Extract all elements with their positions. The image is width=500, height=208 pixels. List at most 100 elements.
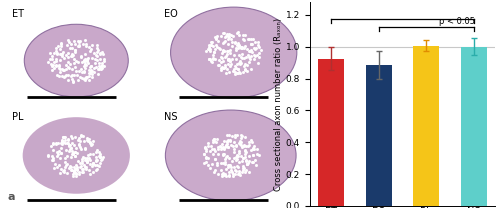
Point bbox=[65, 150, 73, 153]
Point bbox=[68, 165, 76, 168]
Point bbox=[218, 56, 226, 59]
Point bbox=[237, 55, 245, 58]
Point bbox=[52, 142, 60, 145]
Point bbox=[211, 157, 219, 161]
Point bbox=[208, 163, 216, 166]
Point bbox=[62, 74, 70, 77]
Point bbox=[67, 134, 75, 138]
Point bbox=[219, 48, 227, 51]
Point bbox=[56, 53, 64, 56]
Point bbox=[226, 174, 234, 177]
Point bbox=[70, 153, 78, 156]
Point bbox=[61, 138, 69, 141]
Point bbox=[222, 34, 230, 37]
Point bbox=[96, 156, 104, 159]
Point bbox=[250, 147, 258, 150]
Point bbox=[92, 168, 100, 172]
Point bbox=[206, 49, 214, 52]
Point bbox=[210, 137, 218, 140]
Point bbox=[76, 161, 84, 164]
Point bbox=[86, 71, 94, 75]
Point bbox=[68, 54, 76, 57]
Point bbox=[210, 147, 218, 150]
Point bbox=[98, 156, 106, 159]
Point bbox=[235, 161, 243, 164]
Point bbox=[87, 70, 95, 73]
Point bbox=[64, 38, 72, 42]
Point bbox=[80, 147, 88, 151]
Point bbox=[242, 168, 250, 172]
Point bbox=[210, 137, 218, 140]
Point bbox=[80, 139, 88, 143]
Point bbox=[50, 51, 58, 54]
Point bbox=[226, 49, 234, 52]
Point bbox=[98, 51, 106, 54]
Point bbox=[73, 168, 81, 171]
Point bbox=[64, 60, 72, 63]
Point bbox=[233, 32, 241, 35]
Ellipse shape bbox=[166, 110, 296, 201]
Point bbox=[72, 163, 80, 167]
Point bbox=[231, 64, 239, 67]
Ellipse shape bbox=[24, 24, 128, 97]
Point bbox=[235, 171, 243, 175]
Point bbox=[234, 165, 242, 169]
Point bbox=[78, 60, 86, 63]
Point bbox=[46, 51, 54, 54]
Point bbox=[221, 63, 229, 66]
Point bbox=[52, 57, 60, 60]
Point bbox=[48, 58, 56, 61]
Point bbox=[60, 69, 68, 72]
Point bbox=[68, 80, 76, 84]
Point bbox=[220, 173, 228, 176]
Point bbox=[250, 147, 258, 151]
Point bbox=[100, 58, 108, 61]
Point bbox=[218, 172, 226, 176]
Point bbox=[80, 58, 88, 61]
Bar bbox=[366, 65, 392, 206]
Point bbox=[235, 34, 243, 37]
Point bbox=[64, 142, 72, 145]
Point bbox=[245, 37, 253, 40]
Point bbox=[248, 50, 256, 53]
Point bbox=[76, 172, 84, 176]
Point bbox=[66, 144, 74, 148]
Point bbox=[237, 46, 245, 50]
Point bbox=[77, 148, 85, 151]
Point bbox=[206, 47, 214, 51]
Point bbox=[81, 62, 89, 65]
Point bbox=[235, 142, 243, 145]
Point bbox=[204, 144, 212, 147]
Point bbox=[224, 164, 232, 167]
Point bbox=[86, 152, 94, 155]
Point bbox=[239, 71, 247, 74]
Point bbox=[63, 162, 71, 166]
Point bbox=[56, 70, 64, 73]
Point bbox=[233, 155, 241, 158]
Point bbox=[224, 139, 232, 143]
Point bbox=[70, 62, 78, 65]
Point bbox=[72, 147, 80, 150]
Point bbox=[216, 168, 224, 172]
Point bbox=[69, 79, 77, 83]
Point bbox=[57, 42, 65, 45]
Point bbox=[246, 57, 254, 61]
Point bbox=[209, 152, 217, 155]
Point bbox=[76, 76, 84, 79]
Point bbox=[60, 156, 68, 160]
Point bbox=[68, 53, 76, 57]
Point bbox=[82, 42, 90, 46]
Point bbox=[92, 163, 100, 166]
Point bbox=[212, 168, 220, 172]
Point bbox=[54, 64, 62, 68]
Point bbox=[228, 159, 235, 162]
Point bbox=[67, 74, 75, 78]
Point bbox=[100, 65, 108, 68]
Point bbox=[206, 59, 214, 62]
Point bbox=[237, 137, 245, 140]
Point bbox=[240, 150, 248, 153]
Point bbox=[81, 39, 89, 42]
Point bbox=[68, 149, 76, 152]
Point bbox=[68, 146, 76, 150]
Point bbox=[226, 170, 234, 174]
